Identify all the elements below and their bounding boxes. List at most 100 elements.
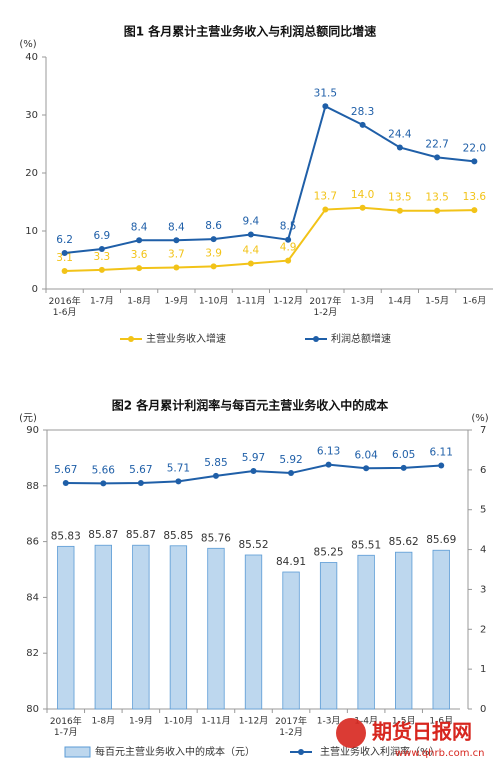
- point: [288, 470, 295, 477]
- data-label: 5.66: [92, 464, 116, 476]
- x-tick-label: 1-8月: [91, 716, 115, 727]
- watermark-url: www.qhrb.com.cn: [395, 748, 485, 759]
- y-tick-label: 20: [25, 168, 38, 179]
- data-label: 84.91: [276, 556, 306, 568]
- y-tick-label: 84: [26, 592, 39, 603]
- data-label: 3.6: [131, 249, 148, 261]
- x-tick-label: 1-8月: [127, 296, 151, 307]
- y2-tick-label: 4: [480, 545, 486, 556]
- data-label: 13.5: [425, 192, 448, 204]
- point: [100, 480, 107, 487]
- x-tick-label: 1-12月: [239, 716, 268, 727]
- point: [136, 237, 143, 244]
- data-label: 85.87: [126, 529, 156, 541]
- data-label: 5.71: [167, 462, 190, 474]
- x-tick-label: 1-5月: [392, 716, 416, 727]
- x-tick-label: 1-4月: [388, 296, 412, 307]
- y-tick-label: 40: [25, 52, 38, 63]
- point: [173, 264, 180, 271]
- data-label: 6.13: [317, 446, 340, 458]
- bar: [57, 545, 75, 710]
- x-tick-label: 1-6月: [463, 296, 487, 307]
- data-label: 5.67: [54, 464, 77, 476]
- y2-tick-label: 3: [480, 584, 486, 595]
- data-label: 13.5: [388, 192, 411, 204]
- x-tick-label: 1-12月: [273, 296, 302, 307]
- point: [359, 204, 366, 211]
- y2-tick-label: 1: [480, 664, 486, 675]
- data-label: 3.9: [205, 247, 222, 259]
- data-label: 85.85: [163, 530, 193, 542]
- data-label: 85.83: [51, 530, 81, 542]
- y-tick-label: 80: [26, 704, 39, 715]
- legend-swatch: [64, 746, 91, 758]
- x-tick-label: 1-7月: [90, 296, 114, 307]
- point: [396, 144, 403, 151]
- y2-tick-label: 7: [480, 425, 486, 436]
- x-tick-label: 1-5月: [425, 296, 449, 307]
- data-label: 85.87: [88, 529, 118, 541]
- data-label: 85.51: [351, 539, 381, 551]
- bar: [432, 549, 450, 710]
- data-label: 5.97: [242, 452, 265, 464]
- bar: [357, 554, 375, 710]
- y-tick-label: 88: [26, 481, 39, 492]
- data-label: 8.4: [168, 221, 185, 233]
- data-label: 5.67: [129, 464, 152, 476]
- bar: [207, 547, 225, 710]
- data-label: 14.0: [351, 189, 374, 201]
- x-tick-label: 1-4月: [354, 716, 378, 727]
- y2-tick-label: 2: [480, 624, 486, 635]
- x-tick-label: 2016年 1-7月: [50, 715, 82, 738]
- data-label: 9.4: [243, 215, 260, 227]
- data-label: 31.5: [314, 87, 337, 99]
- y2-tick-label: 5: [480, 505, 486, 516]
- data-label: 6.9: [94, 230, 111, 242]
- data-label: 5.85: [204, 457, 227, 469]
- y-tick-label: 90: [26, 425, 39, 436]
- data-label: 3.3: [94, 251, 111, 263]
- data-label: 85.62: [389, 536, 419, 548]
- data-label: 6.05: [392, 449, 415, 461]
- data-label: 22.7: [425, 138, 448, 150]
- x-tick-label: 2017年 1-2月: [309, 295, 341, 318]
- bar: [319, 562, 338, 710]
- y-tick-label: 0: [32, 284, 38, 295]
- y-tick-label: 82: [26, 648, 39, 659]
- chart-title: 图2 各月累计利润率与每百元主营业务收入中的成本: [112, 398, 389, 413]
- data-label: 6.2: [56, 234, 73, 246]
- y-tick-label: 30: [25, 110, 38, 121]
- chart-title: 图1 各月累计主营业务收入与利润总额同比增速: [124, 24, 377, 39]
- legend-label: 主营业务收入利润率（%）: [320, 745, 440, 758]
- data-label: 24.4: [388, 128, 412, 140]
- point: [173, 237, 180, 244]
- point: [396, 207, 403, 214]
- data-label: 13.7: [314, 191, 337, 203]
- point: [471, 158, 478, 165]
- x-tick-label: 1-6月: [429, 716, 453, 727]
- point: [247, 231, 254, 238]
- x-tick-label: 1-3月: [317, 716, 341, 727]
- point: [325, 461, 332, 468]
- bar: [282, 571, 300, 710]
- point: [438, 462, 445, 469]
- y-tick-label: 86: [26, 537, 39, 548]
- data-label: 3.1: [56, 252, 73, 264]
- watermark-logo: [336, 718, 366, 748]
- point: [434, 154, 441, 161]
- bar: [395, 551, 413, 710]
- point: [363, 465, 370, 472]
- point: [285, 236, 292, 243]
- legend-marker: [313, 336, 319, 342]
- data-label: 85.52: [238, 539, 268, 551]
- point: [400, 464, 407, 471]
- data-label: 28.3: [351, 106, 374, 118]
- y2-tick-label: 6: [480, 465, 486, 476]
- x-tick-label: 1-3月: [351, 296, 375, 307]
- legend-label: 每百元主营业务收入中的成本（元）: [95, 745, 255, 758]
- data-label: 85.25: [314, 547, 344, 559]
- watermark: 期货日报网: [372, 720, 472, 744]
- data-label: 85.69: [426, 534, 456, 546]
- y2-unit: (%): [471, 413, 488, 424]
